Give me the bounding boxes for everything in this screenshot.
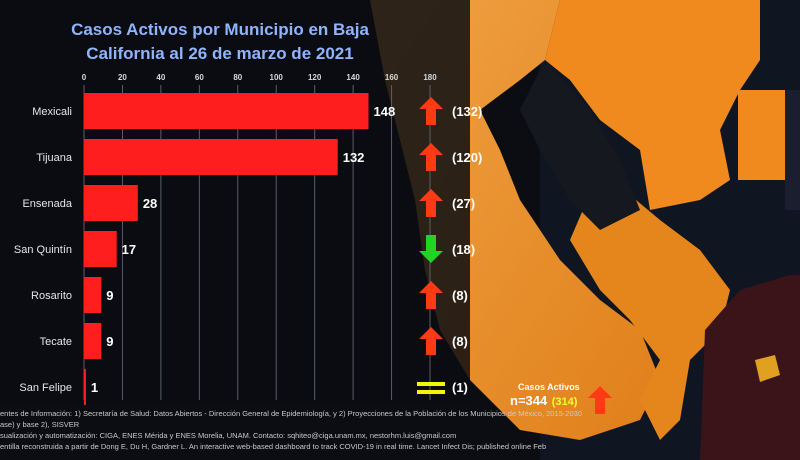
bar (84, 323, 102, 359)
bar (84, 93, 369, 129)
down-arrow-icon (419, 235, 443, 263)
x-tick-label: 40 (156, 73, 165, 82)
category-label: San Quintín (14, 244, 72, 256)
data-label: 17 (122, 242, 136, 257)
chart-title: Casos Activos por Municipio en Baja Cali… (40, 18, 400, 66)
previous-label: (8) (452, 288, 468, 303)
totals-previous: (314) (551, 396, 578, 408)
up-arrow-icon (419, 97, 443, 125)
category-label: Ensenada (22, 198, 72, 210)
totals-up-arrow-icon (588, 386, 612, 414)
up-arrow-icon (419, 327, 443, 355)
x-tick-label: 80 (233, 73, 242, 82)
bar (84, 185, 138, 221)
up-arrow-icon (419, 281, 443, 309)
title-line-1: Casos Activos por Municipio en Baja (71, 20, 369, 39)
totals-block: Casos Activos n=344 (314) (510, 382, 580, 410)
equal-icon (417, 390, 445, 394)
data-label: 9 (106, 334, 113, 349)
x-tick-label: 100 (270, 73, 284, 82)
mainland-shape-2 (570, 170, 730, 440)
presenter-shape (700, 275, 800, 460)
bar (84, 369, 86, 405)
previous-label: (8) (452, 334, 468, 349)
up-arrow-icon (419, 143, 443, 171)
x-tick-label: 160 (385, 73, 399, 82)
category-label: San Felipe (19, 382, 72, 394)
footer-line-3: sualización y automatización: CIGA, ENES… (0, 431, 457, 440)
previous-label: (120) (452, 150, 482, 165)
category-label: Tecate (40, 336, 72, 348)
bar (84, 231, 117, 267)
category-label: Mexicali (32, 106, 72, 118)
previous-label: (27) (452, 196, 475, 211)
previous-label: (132) (452, 104, 482, 119)
data-label: 1 (91, 380, 98, 395)
footer-sources: entes de Información: 1) Secretaría de S… (0, 408, 700, 452)
bar (84, 277, 102, 313)
footer-line-4: entilla reconstruida a partir de Dong E,… (0, 442, 547, 451)
up-arrow-icon (419, 189, 443, 217)
bar (84, 139, 338, 175)
previous-label: (18) (452, 242, 475, 257)
footer-line-2: ase) y base 2), SISVER (0, 420, 80, 429)
x-tick-label: 20 (118, 73, 127, 82)
x-tick-label: 140 (346, 73, 360, 82)
x-tick-label: 120 (308, 73, 322, 82)
totals-label: Casos Activos (518, 382, 580, 392)
title-line-2: California al 26 de marzo de 2021 (86, 44, 354, 63)
x-tick-label: 0 (82, 73, 87, 82)
footer-line-1: entes de Información: 1) Secretaría de S… (0, 409, 582, 418)
x-tick-label: 60 (195, 73, 204, 82)
mainland-shape (545, 0, 760, 210)
data-label: 9 (106, 288, 113, 303)
x-tick-label: 180 (423, 73, 437, 82)
data-label: 28 (143, 196, 157, 211)
gulf-shape (520, 60, 640, 230)
equal-icon (417, 382, 445, 386)
previous-label: (1) (452, 380, 468, 395)
category-label: Tijuana (36, 152, 73, 164)
category-label: Rosarito (31, 290, 72, 302)
totals-value: n=344 (510, 393, 548, 408)
data-label: 148 (373, 104, 395, 119)
data-label: 132 (343, 150, 365, 165)
